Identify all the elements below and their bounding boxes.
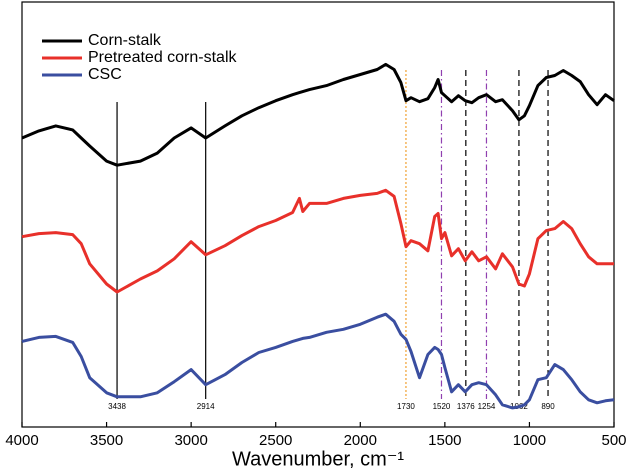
reference-label: 1520 — [433, 402, 451, 411]
reference-label: 3438 — [108, 402, 126, 411]
x-tick-label: 2500 — [259, 432, 292, 449]
spectrum-line — [21, 188, 614, 294]
plot-frame — [21, 1, 615, 428]
legend-label: Pretreated corn-stalk — [88, 49, 238, 66]
reference-label: 2914 — [197, 402, 215, 411]
reference-label: 1730 — [397, 402, 415, 411]
x-tick-label: 2000 — [344, 432, 377, 449]
reference-label: 890 — [541, 402, 555, 411]
legend-label: Corn-stalk — [88, 32, 162, 49]
x-tick-label: 1500 — [428, 432, 461, 449]
x-tick-label: 500 — [601, 432, 626, 449]
x-tick-label: 3500 — [90, 432, 123, 449]
reference-label: 1254 — [478, 402, 496, 411]
x-tick-label: 1000 — [513, 432, 546, 449]
spectrum-line — [21, 312, 615, 410]
x-tick-label: 3000 — [174, 432, 207, 449]
x-tick-label: 4000 — [5, 432, 38, 449]
x-axis-label: Wavenumber, cm⁻¹ — [232, 448, 404, 470]
legend-label: CSC — [88, 66, 122, 83]
spectrum-line — [21, 62, 615, 167]
reference-label: 1376 — [457, 402, 475, 411]
